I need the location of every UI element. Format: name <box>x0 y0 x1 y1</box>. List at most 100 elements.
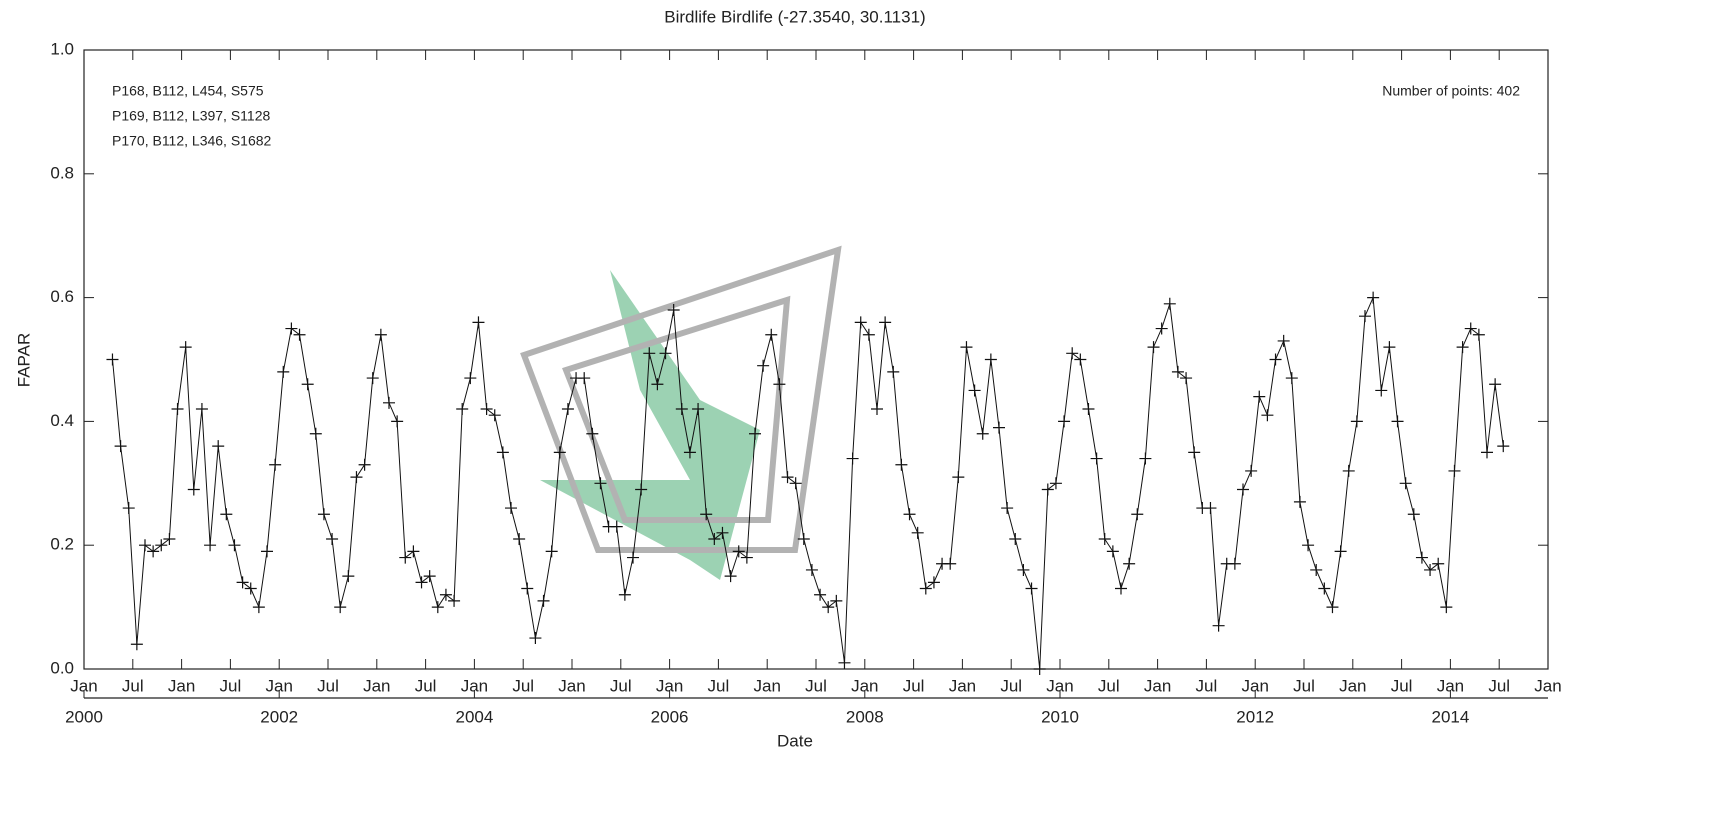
data-point <box>1440 601 1453 614</box>
data-point <box>854 316 867 329</box>
data-point <box>529 632 542 645</box>
x-tick-label: Jan <box>265 676 292 695</box>
x-tick-label: Jan <box>1339 676 1366 695</box>
x-tick-label: Jul <box>805 676 827 695</box>
data-point <box>749 427 761 440</box>
data-point <box>1285 372 1298 385</box>
data-point <box>765 328 778 341</box>
x-tick-label: Jul <box>1293 676 1315 695</box>
data-point <box>114 440 127 453</box>
data-point <box>618 588 631 601</box>
data-point <box>106 353 119 366</box>
x-tick-label: Jul <box>1391 676 1413 695</box>
data-point <box>1139 452 1152 465</box>
data-point <box>228 539 241 552</box>
data-point <box>342 570 355 583</box>
data-point <box>1115 582 1127 595</box>
data-point <box>415 576 428 589</box>
data-point <box>1017 563 1030 576</box>
data-point <box>277 365 290 378</box>
data-point <box>1350 415 1363 428</box>
points-note: Number of points: 402 <box>1382 83 1520 99</box>
x-tick-label: Jan <box>168 676 195 695</box>
data-point <box>1342 464 1355 477</box>
data-point <box>309 427 322 440</box>
data-point <box>830 594 843 607</box>
data-point <box>472 316 485 329</box>
data-point <box>1424 563 1437 576</box>
data-point <box>627 551 639 564</box>
data-point <box>871 403 883 416</box>
data-point <box>358 458 371 471</box>
data-point <box>968 384 981 397</box>
data-point <box>1106 545 1119 558</box>
data-point <box>179 341 192 354</box>
data-point <box>716 526 729 539</box>
data-point <box>1237 483 1249 496</box>
data-point <box>407 545 420 558</box>
data-point <box>1391 415 1404 428</box>
data-point <box>984 353 997 366</box>
x-tick-label: Jan <box>1046 676 1073 695</box>
year-tick-label: 2004 <box>455 707 493 726</box>
data-point <box>252 601 265 614</box>
year-tick-label: 2002 <box>260 707 298 726</box>
data-point <box>1383 341 1396 354</box>
data-point <box>1131 508 1144 521</box>
data-point <box>431 601 444 614</box>
data-point <box>350 471 363 484</box>
x-tick-label: Jul <box>708 676 730 695</box>
data-point <box>993 421 1005 434</box>
x-tick-label: Jul <box>1000 676 1022 695</box>
data-point <box>326 533 339 546</box>
data-point <box>269 458 282 471</box>
data-point <box>244 582 257 595</box>
data-point <box>1098 533 1111 546</box>
year-tick-label: 2000 <box>65 707 103 726</box>
data-point <box>927 576 940 589</box>
logo-frame <box>562 295 791 523</box>
data-point <box>594 477 607 490</box>
data-point <box>667 303 680 316</box>
data-point <box>846 452 859 465</box>
data-point <box>366 372 379 385</box>
data-point <box>757 359 770 372</box>
data-point <box>797 533 810 546</box>
data-point <box>521 582 534 595</box>
data-point <box>513 533 526 546</box>
data-point <box>1293 495 1306 508</box>
x-tick-label: Jan <box>753 676 780 695</box>
data-point <box>643 347 656 360</box>
x-tick-label: Jan <box>70 676 97 695</box>
data-point <box>1472 328 1485 341</box>
y-tick-label: 0.2 <box>50 535 74 554</box>
chart-title: Birdlife Birdlife (-27.3540, 30.1131) <box>664 7 925 26</box>
data-point <box>537 594 550 607</box>
x-tick-label: Jul <box>1488 676 1510 695</box>
data-point <box>212 440 225 453</box>
data-point <box>1090 452 1103 465</box>
x-tick-label: Jan <box>1241 676 1268 695</box>
x-axis-label: Date <box>777 731 813 750</box>
year-tick-label: 2006 <box>651 707 689 726</box>
x-tick-label: Jul <box>1196 676 1218 695</box>
data-point <box>261 545 273 558</box>
y-tick-label: 0.6 <box>50 287 74 306</box>
data-point <box>887 365 900 378</box>
data-point <box>1212 619 1225 632</box>
data-point <box>683 446 696 459</box>
data-point <box>610 520 623 533</box>
data-point <box>1163 297 1176 310</box>
data-point <box>301 378 314 391</box>
data-point <box>1261 409 1274 422</box>
data-point <box>1326 601 1339 614</box>
x-tick-label: Jan <box>1144 676 1171 695</box>
data-point <box>1058 415 1071 428</box>
data-point <box>651 378 664 391</box>
x-tick-label: Jan <box>461 676 488 695</box>
x-tick-label: Jul <box>903 676 925 695</box>
data-point <box>480 403 493 416</box>
data-point <box>1074 353 1087 366</box>
data-point <box>586 427 599 440</box>
